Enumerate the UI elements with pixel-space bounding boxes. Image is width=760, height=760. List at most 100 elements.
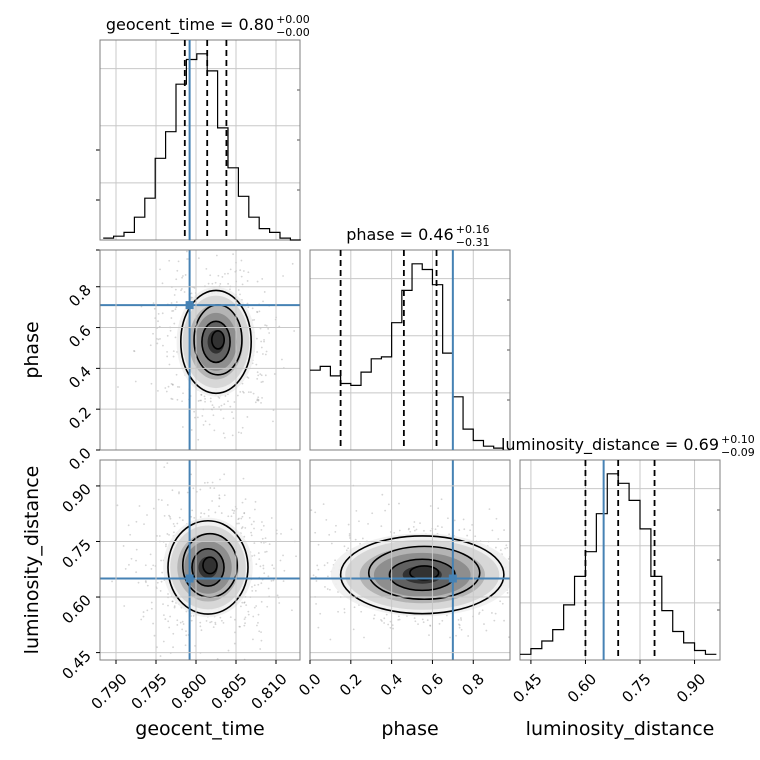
sample-point (559, 574, 561, 576)
sample-point (241, 501, 244, 504)
x-tick-label: 0.8 (458, 670, 488, 700)
sample-point (170, 302, 173, 304)
sample-point (373, 614, 376, 617)
sample-point (190, 615, 193, 617)
sample-point (190, 473, 193, 476)
sample-point (568, 561, 570, 563)
sample-point (242, 477, 245, 480)
contour-line (201, 320, 231, 364)
sample-point (297, 632, 299, 634)
sample-point (257, 398, 260, 401)
contour-line (339, 535, 505, 615)
sample-point (218, 505, 221, 508)
sample-point (184, 644, 187, 647)
sample-point (234, 631, 236, 634)
sample-point (146, 514, 148, 516)
sample-point (558, 571, 560, 573)
sample-point (209, 621, 212, 624)
sample-point (199, 621, 202, 624)
sample-point (212, 406, 215, 409)
sample-point (538, 553, 540, 555)
truth-marker (448, 574, 457, 583)
sample-point (542, 617, 544, 619)
sample-point (156, 389, 159, 392)
sample-point (361, 537, 364, 540)
sample-point (175, 306, 178, 309)
sample-point (175, 373, 178, 376)
sample-point (166, 334, 169, 337)
sample-point (326, 575, 329, 578)
hist-bar-phase (310, 370, 320, 450)
sample-point (240, 527, 243, 530)
sample-point (304, 563, 306, 565)
sample-point (528, 584, 530, 586)
sample-point (181, 620, 184, 623)
sample-point (348, 534, 351, 537)
sample-point (242, 270, 245, 272)
sample-point (305, 609, 307, 611)
sample-point (200, 399, 203, 402)
sample-point (211, 282, 214, 285)
sample-point (265, 350, 268, 353)
sample-point (193, 410, 196, 413)
sample-point (117, 386, 119, 388)
hist-bar-geocent_time (249, 217, 259, 240)
sample-point (398, 502, 400, 505)
sample-point (397, 615, 400, 618)
sample-point (217, 274, 220, 277)
sample-point (214, 621, 217, 624)
sample-point (247, 306, 250, 309)
truth-marker (185, 574, 194, 583)
sample-point (292, 570, 294, 572)
sample-point (535, 523, 537, 525)
sample-point (257, 552, 260, 554)
sample-point (237, 518, 240, 521)
sample-point (434, 528, 437, 531)
sample-point (190, 619, 193, 622)
frame-geocent_time-luminosity_distance (99, 459, 301, 661)
sample-point (218, 497, 221, 500)
sample-point (171, 383, 174, 386)
sample-point (190, 429, 193, 431)
sample-point (254, 589, 257, 592)
sample-point (557, 575, 559, 577)
title-luminosity_distance: luminosity_distance = 0.69 (501, 435, 719, 455)
title-plus-geocent_time: +0.00 (276, 13, 310, 26)
sample-point (168, 626, 171, 629)
sample-point (257, 374, 260, 377)
sample-point (343, 611, 346, 614)
sample-point (494, 612, 497, 615)
sample-point (380, 618, 382, 621)
sample-point (471, 523, 474, 526)
sample-point (270, 517, 273, 519)
sample-point (381, 620, 383, 622)
sample-point (218, 397, 221, 399)
sample-point (260, 541, 263, 544)
sample-point (261, 521, 263, 523)
sample-point (256, 371, 259, 374)
sample-point (159, 268, 161, 271)
sample-point (504, 547, 507, 550)
sample-point (310, 509, 313, 512)
sample-point (265, 565, 267, 567)
sample-point (150, 607, 153, 610)
sample-point (268, 543, 271, 546)
sample-point (380, 525, 383, 528)
sample-point (164, 545, 167, 548)
sample-point (543, 584, 545, 586)
sample-point (347, 547, 350, 550)
sample-point (163, 466, 166, 469)
sample-point (537, 577, 539, 579)
contour-line (191, 547, 225, 587)
sample-point (224, 273, 226, 275)
sample-point (334, 559, 336, 562)
x-axis-label-phase: phase (381, 718, 438, 740)
hist-bar-luminosity_distance (596, 514, 607, 660)
sample-point (260, 582, 263, 585)
sample-point (171, 489, 174, 492)
sample-point (240, 605, 242, 608)
sample-point (169, 515, 171, 518)
sample-point (414, 620, 417, 623)
sample-point (135, 559, 137, 562)
